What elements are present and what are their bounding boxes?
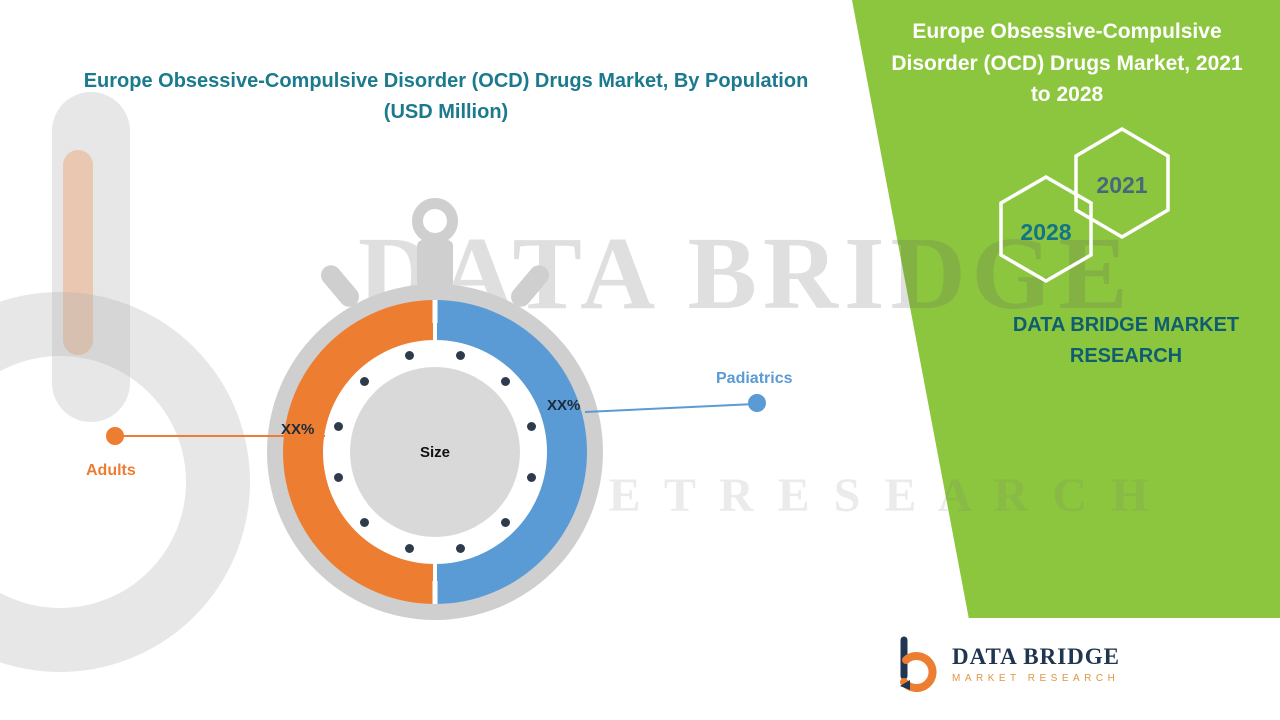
chart-title: Europe Obsessive-Compulsive Disorder (OC… xyxy=(40,66,852,128)
stopwatch-crown-stem-icon xyxy=(417,240,453,288)
logo-subtitle: MARKET RESEARCH xyxy=(952,673,1120,685)
tick-dot xyxy=(501,518,510,527)
chart-title-line2: (USD Million) xyxy=(383,101,509,123)
adults-label: Adults xyxy=(86,462,136,479)
tick-dot xyxy=(405,351,414,360)
tick-dot xyxy=(527,422,536,431)
donut-center-label: Size xyxy=(419,443,450,461)
brand-text: DATA BRIDGE MARKET RESEARCH xyxy=(1012,314,1240,367)
logo-title: DATA BRIDGE xyxy=(952,643,1120,669)
hexagon-2021 xyxy=(1074,126,1170,240)
tick-dot xyxy=(456,351,465,360)
donut-center-disc: Size xyxy=(350,367,520,537)
padiatrics-percentage: XX% xyxy=(547,397,581,414)
stopwatch-crown-ring-icon xyxy=(412,198,458,244)
tick-dot xyxy=(360,518,369,527)
hexagon-2028-label: 2028 xyxy=(1020,219,1072,245)
tick-dot xyxy=(360,377,369,386)
data-bridge-logo-icon xyxy=(900,636,937,692)
data-bridge-logo: DATA BRIDGE MARKET RESEARCH xyxy=(890,636,1120,692)
adults-percentage: XX% xyxy=(281,421,315,438)
chart-title-line1: Europe Obsessive-Compulsive Disorder (OC… xyxy=(83,70,809,92)
side-panel-title: Europe Obsessive-Compulsive Disorder (OC… xyxy=(891,20,1243,106)
padiatrics-label: Padiatrics xyxy=(716,370,793,387)
tick-dot xyxy=(456,544,465,553)
tick-dot xyxy=(334,473,343,482)
tick-dot xyxy=(527,473,536,482)
hexagon-2021-label: 2021 xyxy=(1096,172,1148,198)
year-hexagons xyxy=(999,126,1170,284)
hexagon-2028 xyxy=(999,174,1093,284)
padiatrics-callout-dot xyxy=(748,394,766,412)
tick-dot xyxy=(405,544,414,553)
tick-dot xyxy=(334,422,343,431)
logo-text-block: DATA BRIDGE MARKET RESEARCH xyxy=(952,644,1120,684)
tick-dot xyxy=(501,377,510,386)
brand-watermark-bowl xyxy=(0,292,250,672)
